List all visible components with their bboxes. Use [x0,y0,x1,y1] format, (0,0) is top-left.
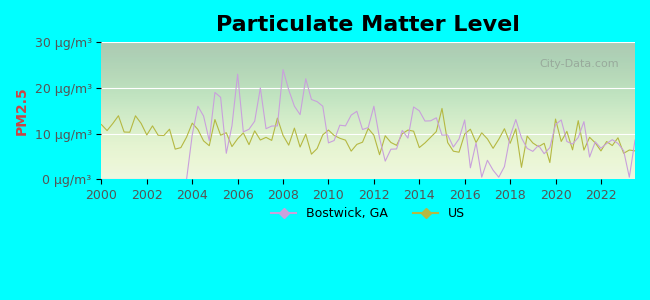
Title: Particulate Matter Level: Particulate Matter Level [216,15,520,35]
Y-axis label: PM2.5: PM2.5 [15,86,29,135]
Text: City-Data.com: City-Data.com [539,58,619,69]
Legend: Bostwick, GA, US: Bostwick, GA, US [266,202,470,225]
